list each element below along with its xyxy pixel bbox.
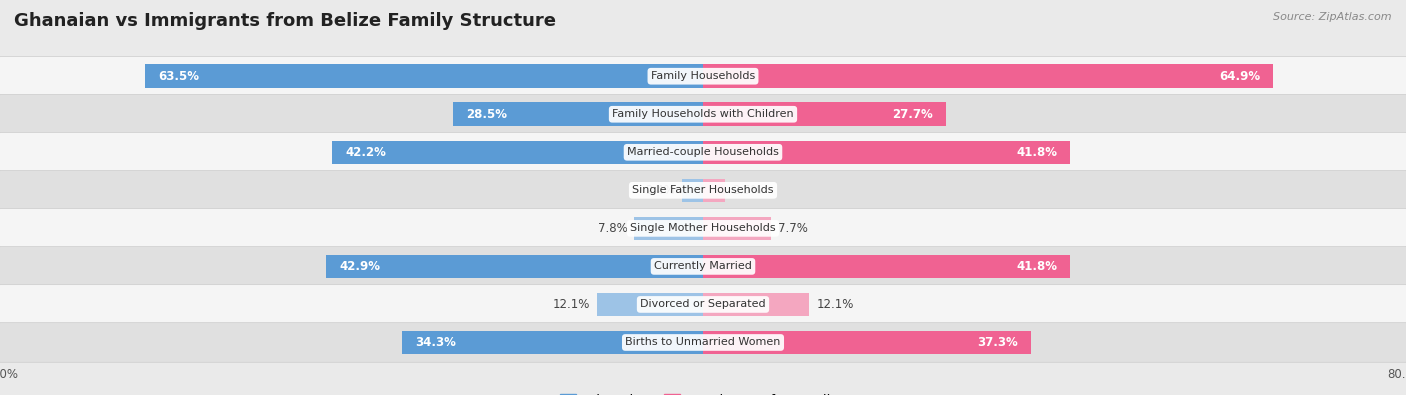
Bar [703,141,1070,164]
Bar [145,64,703,88]
Text: Divorced or Separated: Divorced or Separated [640,299,766,309]
Text: Single Father Households: Single Father Households [633,185,773,196]
Text: 7.7%: 7.7% [778,222,807,235]
Bar [596,293,703,316]
Bar [326,255,703,278]
Text: Source: ZipAtlas.com: Source: ZipAtlas.com [1274,12,1392,22]
FancyBboxPatch shape [0,171,1406,210]
Text: 27.7%: 27.7% [893,108,934,121]
Text: 2.4%: 2.4% [645,184,675,197]
Text: 12.1%: 12.1% [817,298,853,311]
Text: 41.8%: 41.8% [1017,260,1057,273]
Text: Single Mother Households: Single Mother Households [630,223,776,233]
FancyBboxPatch shape [0,132,1406,172]
Text: 42.9%: 42.9% [339,260,380,273]
Text: 2.5%: 2.5% [733,184,762,197]
FancyBboxPatch shape [0,323,1406,362]
Bar [703,293,810,316]
FancyBboxPatch shape [0,56,1406,96]
Text: Family Households: Family Households [651,71,755,81]
Text: 37.3%: 37.3% [977,336,1018,349]
Bar [703,179,725,202]
Text: Family Households with Children: Family Households with Children [612,109,794,119]
Bar [703,64,1274,88]
Bar [703,102,946,126]
Legend: Ghanaian, Immigrants from Belize: Ghanaian, Immigrants from Belize [555,389,851,395]
Bar [453,102,703,126]
Text: 42.2%: 42.2% [346,146,387,159]
Text: 64.9%: 64.9% [1219,70,1260,83]
FancyBboxPatch shape [0,246,1406,286]
Bar [682,179,703,202]
Bar [703,255,1070,278]
Text: 41.8%: 41.8% [1017,146,1057,159]
Text: Ghanaian vs Immigrants from Belize Family Structure: Ghanaian vs Immigrants from Belize Famil… [14,12,555,30]
Bar [402,331,703,354]
Bar [703,216,770,240]
Text: Births to Unmarried Women: Births to Unmarried Women [626,337,780,348]
Bar [634,216,703,240]
Bar [703,331,1031,354]
Text: 12.1%: 12.1% [553,298,589,311]
Text: Married-couple Households: Married-couple Households [627,147,779,157]
Text: Currently Married: Currently Married [654,261,752,271]
Bar [332,141,703,164]
FancyBboxPatch shape [0,94,1406,134]
Text: 34.3%: 34.3% [415,336,456,349]
FancyBboxPatch shape [0,285,1406,324]
FancyBboxPatch shape [0,209,1406,248]
Text: 28.5%: 28.5% [465,108,506,121]
Text: 63.5%: 63.5% [159,70,200,83]
Text: 7.8%: 7.8% [598,222,627,235]
